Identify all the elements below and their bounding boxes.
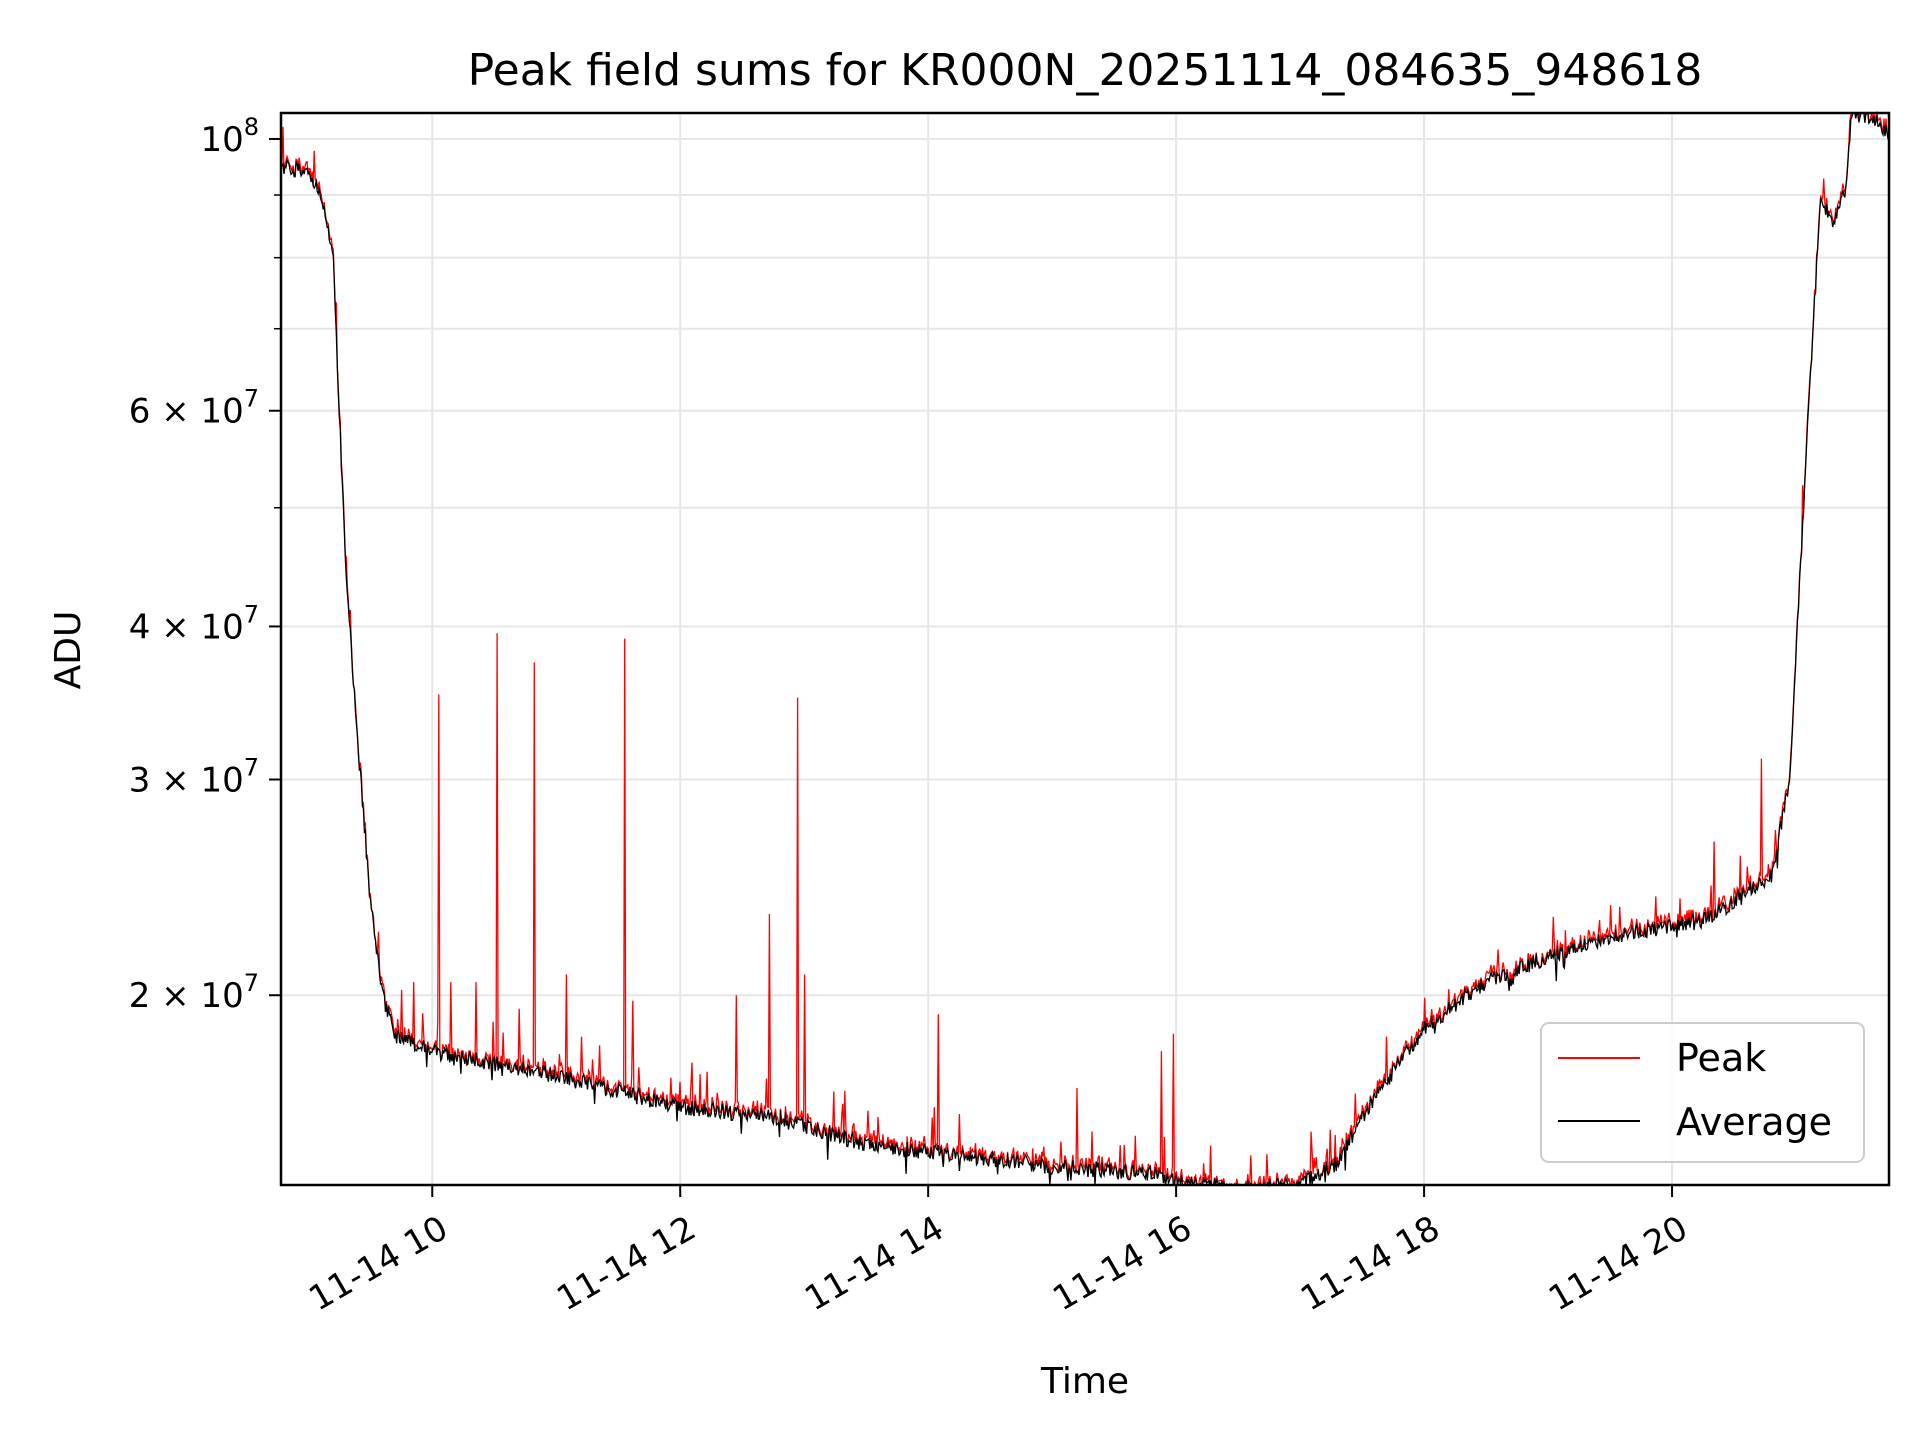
x-axis-label: Time <box>1040 1361 1129 1402</box>
x-tick-label: 11-14 14 <box>798 1208 950 1319</box>
y-tick-label: 3 × 107 <box>129 754 259 801</box>
y-tick-label: 4 × 107 <box>129 600 259 647</box>
legend: Peak Average <box>1540 1022 1865 1163</box>
x-tick-label: 11-14 16 <box>1046 1208 1198 1319</box>
y-tick-label: 108 <box>200 113 259 160</box>
axes-frame <box>279 111 1891 1187</box>
x-tick-label: 11-14 10 <box>302 1208 454 1319</box>
x-tick-label: 11-14 12 <box>550 1208 702 1319</box>
legend-label-average: Average <box>1676 1100 1832 1144</box>
series-line-average <box>280 111 1890 1188</box>
x-tick-label: 11-14 20 <box>1542 1208 1694 1319</box>
y-tick-label: 2 × 107 <box>129 969 259 1016</box>
y-axis: 108 6 × 107 4 × 107 3 × 107 2 × 107 <box>129 113 281 1016</box>
y-axis-label: ADU <box>48 611 89 690</box>
chart-title: Peak field sums for KR000N_20251114_0846… <box>468 45 1703 96</box>
x-tick-label: 11-14 18 <box>1294 1208 1446 1319</box>
x-axis: 11-14 10 11-14 12 11-14 14 11-14 16 11-14 18… <box>302 1185 1695 1319</box>
legend-label-peak: Peak <box>1676 1036 1766 1080</box>
y-tick-label: 6 × 107 <box>129 385 259 432</box>
plot-area <box>280 110 1890 1188</box>
